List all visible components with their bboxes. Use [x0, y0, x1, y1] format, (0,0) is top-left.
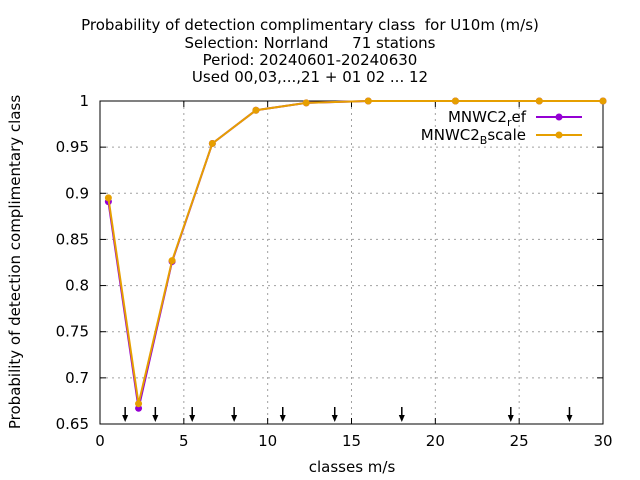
- x-axis-title: classes m/s: [309, 458, 396, 476]
- series-point: [599, 97, 607, 105]
- y-tick-label: 0.95: [56, 138, 89, 156]
- arrow-marker: [231, 407, 238, 422]
- series-point: [364, 97, 372, 105]
- series-layer: [104, 97, 607, 412]
- y-tick-label: 0.65: [56, 415, 89, 433]
- arrow-marker: [507, 407, 514, 422]
- legend-swatch-point-0: [555, 113, 563, 121]
- y-axis-title: Probability of detection complimentary c…: [6, 95, 24, 429]
- y-tick-label: 0.8: [65, 277, 89, 295]
- chart-title-line-4: Used 00,03,...,21 + 01 02 ... 12: [191, 68, 429, 86]
- arrow-marker: [331, 407, 338, 422]
- legend-swatch-point-1: [555, 131, 563, 139]
- arrow-markers: [122, 407, 573, 422]
- series-point: [135, 400, 143, 408]
- series-point: [168, 257, 176, 265]
- arrow-marker: [279, 407, 286, 422]
- series-point: [451, 97, 459, 105]
- y-tick-label: 1: [79, 92, 89, 110]
- x-tick-label: 25: [510, 432, 529, 450]
- series-point: [535, 97, 543, 105]
- series-point: [252, 106, 260, 114]
- arrow-marker: [189, 407, 196, 422]
- chart-title-line-2: Selection: Norrland 71 stations: [184, 34, 436, 52]
- x-tick-label: 15: [342, 432, 361, 450]
- x-tick-label: 30: [593, 432, 612, 450]
- x-tick-label: 10: [258, 432, 277, 450]
- x-tick-label: 0: [95, 432, 105, 450]
- series-point: [302, 99, 310, 107]
- arrow-marker: [398, 407, 405, 422]
- series-point: [208, 139, 216, 147]
- arrow-marker: [152, 407, 159, 422]
- series-line-0: [107, 100, 603, 409]
- chart-title-line-1: Probability of detection complimentary c…: [81, 16, 539, 34]
- x-tick-label: 20: [426, 432, 445, 450]
- y-tick-label: 0.75: [56, 323, 89, 341]
- series-line-1: [107, 100, 603, 404]
- y-tick-label: 0.7: [65, 369, 89, 387]
- y-tick-label: 0.85: [56, 230, 89, 248]
- legend-label-0: MNWC2ref: [448, 108, 527, 129]
- chart-title-line-3: Period: 20240601-20240630: [202, 51, 418, 69]
- axis-ticks: 0 5 10 15 20 25 30 0.65 0.7 0.75 0.8 0.85 0.9 0.95 1: [56, 92, 613, 450]
- series-point: [104, 194, 112, 202]
- y-tick-label: 0.9: [65, 184, 89, 202]
- arrow-marker: [566, 407, 573, 422]
- x-tick-label: 5: [179, 432, 189, 450]
- legend-label-1: MNWC2Bscale: [421, 126, 526, 147]
- arrow-marker: [122, 407, 129, 422]
